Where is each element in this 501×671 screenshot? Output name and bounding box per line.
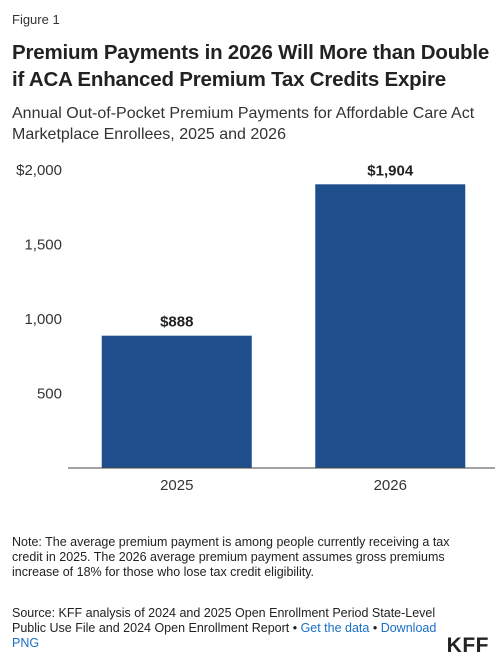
chart-subtitle: Annual Out-of-Pocket Premium Payments fo… bbox=[12, 105, 475, 143]
bar bbox=[101, 335, 252, 468]
kff-logo: KFF bbox=[446, 634, 489, 657]
data-label: $1,904 bbox=[367, 162, 414, 179]
link-separator: • bbox=[369, 621, 381, 635]
data-label: $888 bbox=[160, 314, 193, 331]
get-the-data-link[interactable]: Get the data bbox=[300, 621, 370, 635]
y-tick-label: 500 bbox=[37, 386, 62, 403]
bar bbox=[315, 184, 466, 468]
download-png-link[interactable]: Download PNG bbox=[12, 621, 437, 650]
bar-chart: 500 1,000 1,500 $2,000 $888 2025 $1,904 2026 bbox=[16, 162, 495, 494]
source-text: Source: KFF analysis of 2024 and 2025 Op… bbox=[12, 606, 436, 635]
figure-label: Figure 1 bbox=[12, 12, 60, 27]
chart-note: Note: The average premium payment is amo… bbox=[12, 535, 450, 579]
x-tick-label: 2026 bbox=[374, 477, 407, 494]
x-tick-label: 2025 bbox=[160, 477, 193, 494]
chart-source: Source: KFF analysis of 2024 and 2025 Op… bbox=[12, 606, 442, 651]
y-tick-label: 1,500 bbox=[24, 237, 62, 254]
y-tick-label: 1,000 bbox=[24, 311, 62, 328]
y-tick-label: $2,000 bbox=[16, 162, 62, 179]
chart-title: Premium Payments in 2026 Will More than … bbox=[12, 41, 490, 91]
link-separator: • bbox=[289, 621, 301, 635]
